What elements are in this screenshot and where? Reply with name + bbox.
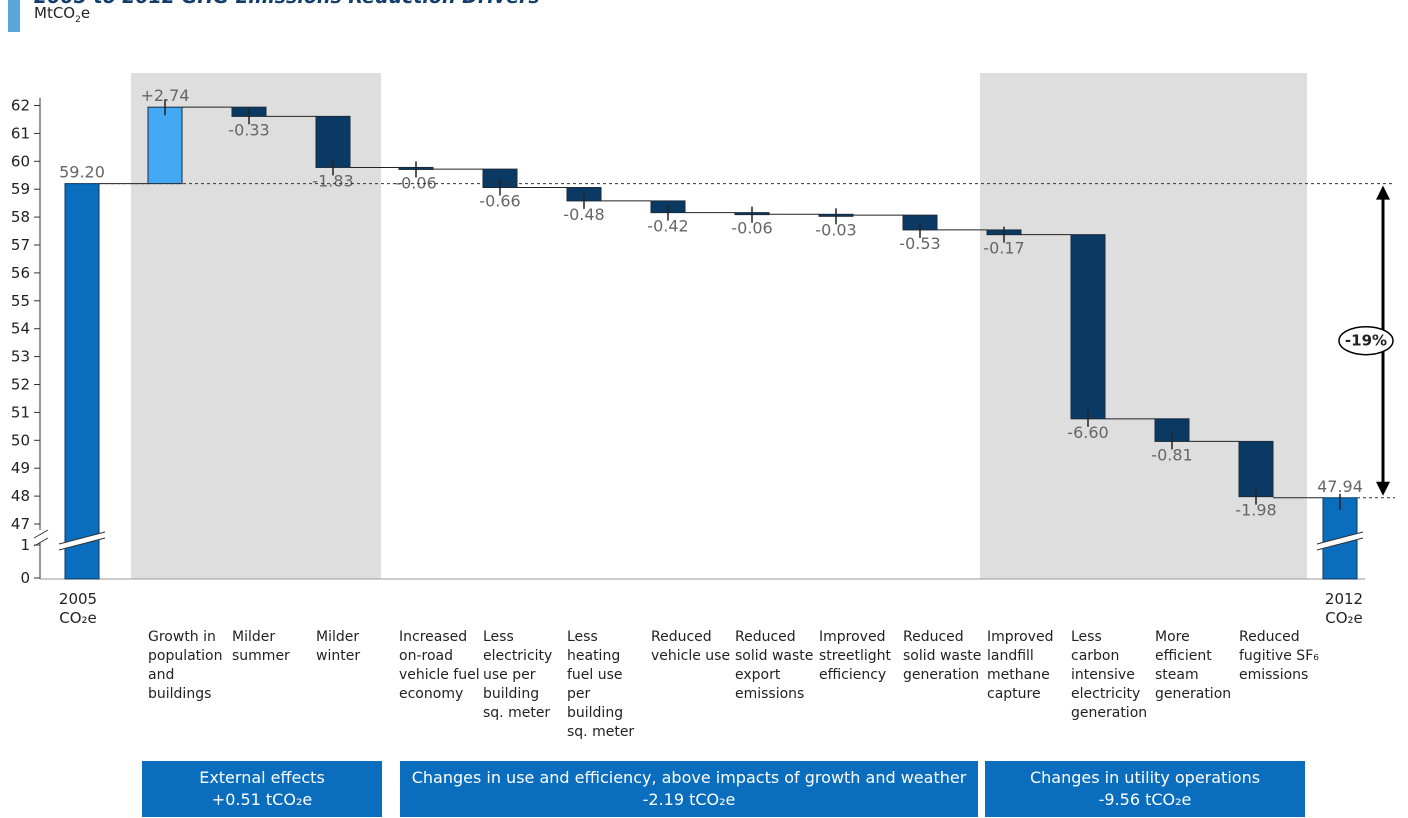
x-label-2012: 2012 [1325,590,1363,608]
bar-value-label: -0.81 [1151,445,1192,464]
bar-value-label: -0.06 [395,173,436,192]
y-tick-label: 58 [11,208,30,226]
category-label: Improved streetlight efficiency [819,629,891,683]
category-label: Increased on-road vehicle fuel economy [399,629,480,702]
chart-title: 2005 to 2012 GHG Emissions Reduction Dri… [34,0,540,8]
category-label: More efficient steam generation [1155,629,1232,702]
bar-value-label: -0.66 [479,192,520,211]
group-box-external: External effects +0.51 tCO₂e [142,761,382,817]
y-tick-label: 48 [11,487,30,505]
bar-value-label: -1.98 [1235,501,1276,520]
bar-2005-break-line [58,537,106,551]
change-arrow-head-down [1376,481,1390,496]
bar-value-label: +2.74 [140,86,189,105]
change-annotation-bubble [1338,325,1394,356]
category-label: Reduced fugitive SF₆ emissions [1239,629,1319,683]
bar-2005-break-line [58,531,106,545]
y-tick-label: 60 [11,152,30,170]
bar-value-label: -0.17 [983,239,1024,258]
change-annotation-label: -19% [1345,332,1387,350]
category-label: Milder winter [316,629,361,664]
category-label: Growth in population and buildings [148,629,223,702]
bar-value-label: -0.48 [563,205,604,224]
bar-2012-break-line [1316,531,1364,545]
bar-2005-break [59,532,105,550]
y-tick-label: 56 [11,264,30,282]
bar-step [315,115,351,168]
y-tick-label: 61 [11,124,30,142]
bar-2012-break [1317,532,1363,550]
bar-value-label: -0.53 [899,234,940,253]
y-tick-label: 1 [20,536,30,554]
bar-step [147,106,183,185]
bar-2005-value-label: 59.20 [59,163,105,182]
category-label: Less electricity use per building sq. me… [483,629,553,721]
y-tick-label: 52 [11,376,30,394]
category-label: Less carbon intensive electricity genera… [1071,629,1148,721]
bar-2012-break-line [1316,537,1364,551]
bar-step [1238,440,1274,498]
y-tick-label: 50 [11,431,30,449]
x-label-2012-unit: CO₂e [1325,609,1363,627]
y-tick-label: 54 [11,320,30,338]
unit-label: MtCO2e [34,4,91,25]
bar-value-label: -0.33 [228,120,269,139]
group-box-use-efficiency: Changes in use and efficiency, above imp… [400,761,978,817]
header-accent-bar [8,0,20,32]
change-arrow-head-up [1376,185,1390,200]
category-label: Improved landfill methane capture [987,629,1054,702]
y-tick-label: 47 [11,515,30,533]
y-tick-label: 62 [11,97,30,115]
y-tick-label: 53 [11,348,30,366]
bar-value-label: -1.83 [312,171,353,190]
bar-2005 [64,183,100,580]
y-tick-label: 51 [11,403,30,421]
bar-step [1070,234,1106,420]
x-label-2005-unit: CO₂e [59,609,97,627]
category-label: Less heating fuel use per building sq. m… [567,629,635,740]
category-label: Reduced solid waste export emissions [735,629,814,702]
y-axis-break-mark [33,529,49,539]
bar-value-label: -0.42 [647,217,688,236]
y-tick-label: 49 [11,459,30,477]
y-tick-label: 57 [11,236,30,254]
y-tick-label: 0 [20,569,30,587]
y-tick-label: 59 [11,180,30,198]
x-label-2005: 2005 [59,590,97,608]
group-box-utility: Changes in utility operations -9.56 tCO₂… [985,761,1305,817]
bar-value-label: -0.03 [815,220,856,239]
bar-value-label: -0.06 [731,219,772,238]
category-label: Reduced vehicle use [651,629,731,664]
bar-2012-value-label: 47.94 [1317,477,1363,496]
y-tick-label: 55 [11,292,30,310]
bar-value-label: -6.60 [1067,423,1108,442]
category-label: Reduced solid waste generation [903,629,982,683]
category-label: Milder summer [232,629,290,664]
